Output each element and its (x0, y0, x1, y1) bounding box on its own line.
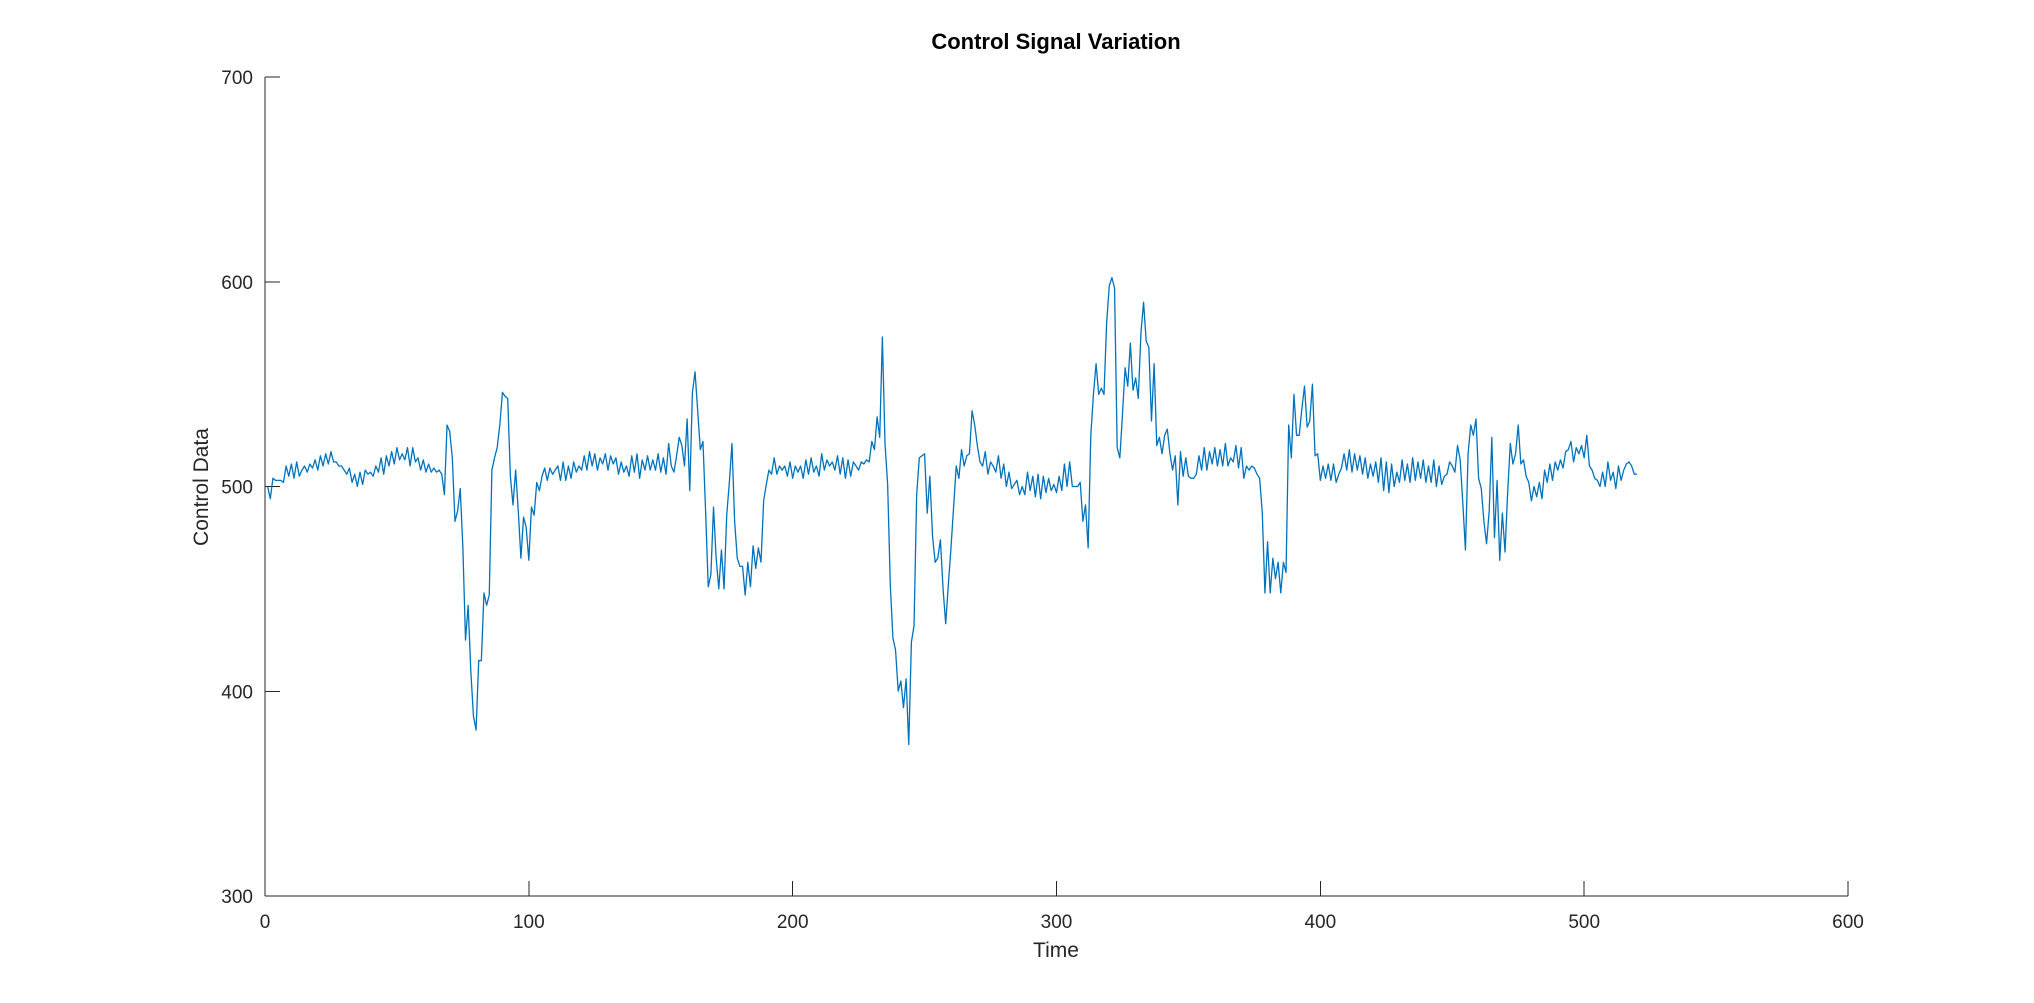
y-tick-label: 500 (221, 478, 253, 499)
x-tick-label: 200 (777, 912, 809, 933)
chart-title: Control Signal Variation (931, 29, 1180, 54)
series-group (267, 276, 1637, 746)
y-tick-label: 300 (221, 887, 253, 908)
x-ticks: 0 100 200 300 400 500 600 (260, 881, 1864, 933)
y-tick-label: 600 (221, 273, 253, 294)
y-tick-label: 700 (221, 68, 253, 89)
x-tick-label: 0 (260, 912, 271, 933)
x-tick-label: 500 (1568, 912, 1600, 933)
y-tick-label: 400 (221, 682, 253, 703)
x-tick-label: 400 (1304, 912, 1336, 933)
plot-area: 0 100 200 300 400 500 600 300 400 500 600 700 (221, 68, 1864, 933)
x-tick-label: 100 (513, 912, 545, 933)
x-axis-label: Time (1033, 939, 1079, 962)
y-axis-label: Control Data (190, 428, 213, 546)
series-line-1 (267, 276, 1637, 746)
x-tick-label: 600 (1832, 912, 1864, 933)
x-tick-label: 300 (1041, 912, 1073, 933)
y-ticks: 300 400 500 600 700 (221, 68, 280, 908)
